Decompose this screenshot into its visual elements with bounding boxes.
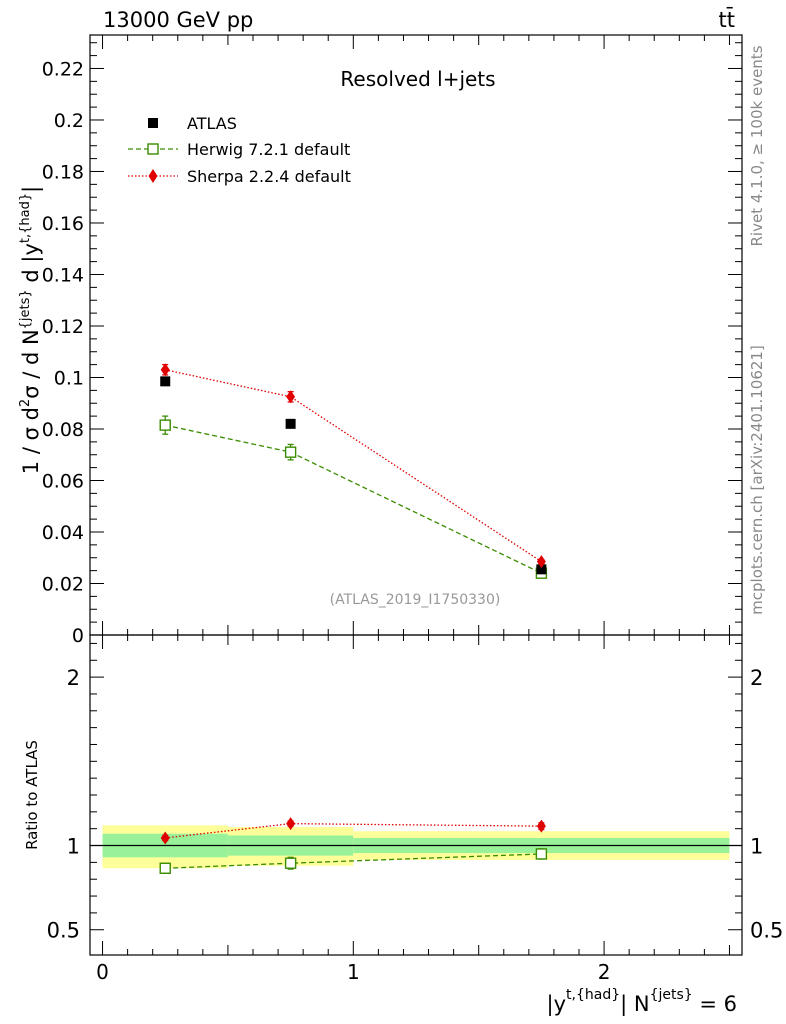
analysis-watermark: (ATLAS_2019_I1750330) bbox=[330, 592, 501, 608]
ratio-sherpa-point bbox=[536, 819, 546, 833]
main-y-tick-label: 0.08 bbox=[42, 419, 84, 441]
main-y-tick-label: 0.1 bbox=[54, 367, 84, 389]
ratio-y-tick-label: 1 bbox=[67, 835, 80, 859]
x-tick-label: 2 bbox=[598, 960, 611, 984]
main-y-tick-label: 0.18 bbox=[42, 161, 84, 183]
legend-herwig-label: Herwig 7.2.1 default bbox=[187, 140, 350, 159]
main-y-tick-label: 0.12 bbox=[42, 316, 84, 338]
main-ylabel: 1 / σ d2σ / d N{jets} d |yt,{had}| bbox=[18, 186, 44, 474]
main-plot: 0 0.02 0.04 0.06 0.08 0.1 0.12 0.14 0.16 0.18 0.2 0… bbox=[42, 34, 743, 647]
ratio-y-tick-label-right: 0.5 bbox=[750, 919, 783, 943]
ratio-sherpa-point bbox=[160, 831, 170, 845]
main-y-tick-label: 0.16 bbox=[42, 213, 84, 235]
ratio-y-tick-label: 2 bbox=[67, 666, 80, 690]
main-y-tick-label: 0.14 bbox=[42, 264, 84, 286]
main-y-tick-label: 0.2 bbox=[54, 110, 84, 132]
sherpa-line bbox=[165, 369, 542, 563]
legend-atlas-marker bbox=[148, 118, 158, 128]
main-y-tick-label: 0.04 bbox=[42, 522, 84, 544]
x-tick-label: 1 bbox=[347, 960, 360, 984]
ratio-herwig-point bbox=[284, 857, 297, 869]
main-y-tick-label: 0 bbox=[72, 625, 84, 647]
sherpa-point bbox=[536, 555, 546, 569]
mcplots-label: mcplots.cern.ch [arXiv:2401.10621] bbox=[748, 345, 766, 615]
legend-sherpa-label: Sherpa 2.2.4 default bbox=[187, 167, 351, 186]
ratio-frame bbox=[89, 634, 743, 956]
rivet-label: Rivet 4.1.0, ≥ 100k events bbox=[748, 45, 766, 246]
process-label: tt̄ bbox=[719, 7, 735, 32]
atlas-point bbox=[536, 564, 547, 575]
legend-atlas-label: ATLAS bbox=[187, 114, 237, 133]
sherpa-point bbox=[160, 363, 170, 377]
ratio-y-tick-label-right: 2 bbox=[750, 666, 763, 690]
sherpa-point bbox=[286, 390, 296, 404]
main-y-tick-label: 0.06 bbox=[42, 470, 84, 492]
chart-title: Resolved l+jets bbox=[340, 67, 495, 91]
ratio-herwig-line bbox=[165, 853, 542, 869]
atlas-point bbox=[160, 376, 171, 387]
herwig-line bbox=[165, 424, 542, 574]
x-tick-label: 0 bbox=[96, 960, 109, 984]
main-y-tick-label: 0.22 bbox=[42, 58, 84, 80]
ratio-ylabel: Ratio to ATLAS bbox=[23, 740, 41, 850]
energy-label: 13000 GeV pp bbox=[103, 8, 253, 32]
ratio-herwig-point bbox=[535, 848, 548, 860]
ratio-y-tick-label-right: 1 bbox=[750, 835, 763, 859]
ratio-herwig-point bbox=[159, 862, 171, 874]
ratio-y-tick-label: 0.5 bbox=[47, 919, 80, 943]
main-y-tick-label: 0.02 bbox=[42, 573, 84, 595]
herwig-point bbox=[159, 419, 171, 431]
xlabel: |yt,{had}| N{jets} = 6 bbox=[547, 987, 738, 1017]
ratio-plot: 0 1 2 0.5 0.5 1 1 2 2 bbox=[47, 634, 783, 984]
ratio-sherpa-point bbox=[286, 817, 296, 831]
legend-herwig-marker bbox=[147, 143, 159, 155]
herwig-point bbox=[284, 446, 297, 458]
atlas-point bbox=[285, 418, 296, 429]
legend-sherpa-marker bbox=[148, 169, 158, 183]
legend: ATLAS Herwig 7.2.1 default Sherpa 2.2.4 … bbox=[128, 114, 351, 186]
